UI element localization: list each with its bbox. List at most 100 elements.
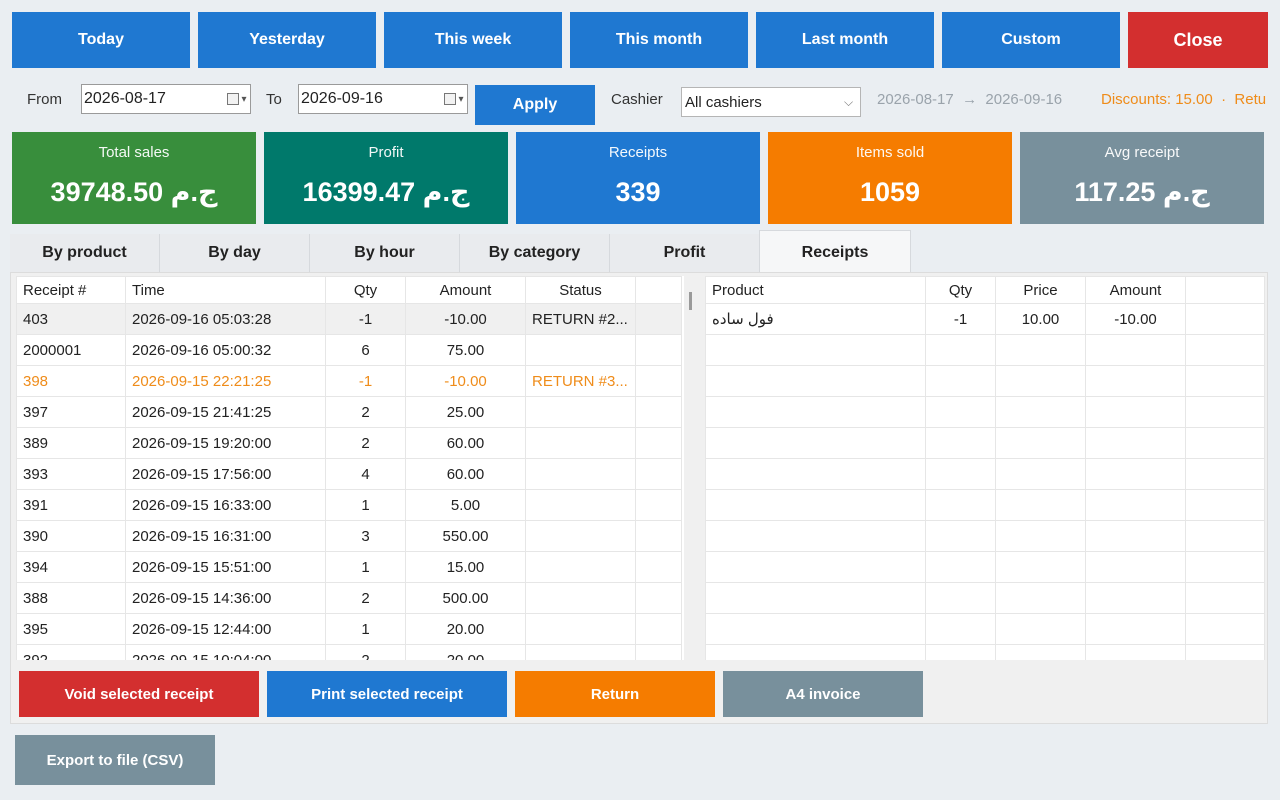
empty-cell	[925, 520, 996, 552]
col-product[interactable]: Product	[705, 276, 926, 304]
table-row[interactable]: 389 2026-09-15 19:20:00 2 60.00	[16, 427, 682, 459]
tab-profit[interactable]: Profit	[610, 234, 760, 272]
cell-receipt-number: 403	[16, 303, 126, 335]
export-csv-button[interactable]: Export to file (CSV)	[15, 735, 215, 785]
tab-by-category[interactable]: By category	[460, 234, 610, 272]
empty-cell	[1085, 644, 1186, 660]
table-row[interactable]: 395 2026-09-15 12:44:00 1 20.00	[16, 613, 682, 645]
kpi-title: Total sales	[98, 144, 170, 161]
tab-receipts[interactable]: Receipts	[759, 230, 911, 274]
empty-cell	[705, 582, 926, 614]
table-row[interactable]: 398 2026-09-15 22:21:25 -1 -10.00 RETURN #3.…	[16, 365, 682, 397]
empty-cell	[705, 427, 926, 459]
print-receipt-button[interactable]: Print selected receipt	[267, 671, 507, 717]
empty-cell	[1085, 551, 1186, 583]
cell-time: 2026-09-15 15:51:00	[125, 551, 326, 583]
cashier-select[interactable]: All cashiers ⌵	[681, 87, 861, 117]
cell-status	[525, 520, 636, 552]
to-date-picker[interactable]: 2026-09-16 ▾	[298, 84, 468, 114]
empty-row	[705, 551, 1265, 583]
this-month-button[interactable]: This month	[570, 12, 748, 68]
kpi-value: 339	[615, 177, 661, 207]
empty-cell	[995, 582, 1086, 614]
return-button[interactable]: Return	[515, 671, 715, 717]
table-row[interactable]: 392 2026-09-15 10:04:00 2 20.00	[16, 644, 682, 660]
calendar-icon[interactable]: ▾	[441, 85, 467, 113]
cell-amount: 60.00	[405, 427, 526, 459]
today-button[interactable]: Today	[12, 12, 190, 68]
col-receipt-number[interactable]: Receipt #	[16, 276, 126, 304]
table-row[interactable]: 388 2026-09-15 14:36:00 2 500.00	[16, 582, 682, 614]
cell-qty: 2	[325, 396, 406, 428]
cell-time: 2026-09-16 05:03:28	[125, 303, 326, 335]
empty-cell	[925, 582, 996, 614]
empty-row	[705, 365, 1265, 397]
from-date-picker[interactable]: 2026-08-17 ▾	[81, 84, 251, 114]
tab-by-day[interactable]: By day	[160, 234, 310, 272]
empty-row	[705, 458, 1265, 490]
cell-time: 2026-09-15 21:41:25	[125, 396, 326, 428]
empty-cell	[995, 644, 1086, 660]
empty-cell	[995, 489, 1086, 521]
cell-time: 2026-09-15 17:56:00	[125, 458, 326, 490]
cell-status	[525, 489, 636, 521]
col-amount[interactable]: Amount	[1085, 276, 1186, 304]
cashier-label: Cashier	[611, 91, 663, 108]
empty-cell	[1085, 334, 1186, 366]
col-time[interactable]: Time	[125, 276, 326, 304]
col-qty[interactable]: Qty	[925, 276, 996, 304]
kpi-title: Profit	[368, 144, 404, 161]
yesterday-button[interactable]: Yesterday	[198, 12, 376, 68]
empty-cell	[1185, 427, 1265, 459]
cell-product: فول ساده	[705, 303, 926, 335]
a4-invoice-button[interactable]: A4 invoice	[723, 671, 923, 717]
table-row[interactable]: 2000001 2026-09-16 05:00:32 6 75.00	[16, 334, 682, 366]
kpi-title: Items sold	[855, 144, 925, 161]
table-row[interactable]: 403 2026-09-16 05:03:28 -1 -10.00 RETURN #2.…	[16, 303, 682, 335]
empty-cell	[1085, 396, 1186, 428]
cell-filler	[635, 396, 682, 428]
cell-price: 10.00	[995, 303, 1086, 335]
cell-amount: 500.00	[405, 582, 526, 614]
from-label: From	[27, 91, 62, 108]
table-row[interactable]: 394 2026-09-15 15:51:00 1 15.00	[16, 551, 682, 583]
cell-qty: 3	[325, 520, 406, 552]
tab-by-hour[interactable]: By hour	[310, 234, 460, 272]
col-qty[interactable]: Qty	[325, 276, 406, 304]
tab-by-product[interactable]: By product	[10, 234, 160, 272]
col-status[interactable]: Status	[525, 276, 636, 304]
empty-cell	[1085, 458, 1186, 490]
col-amount[interactable]: Amount	[405, 276, 526, 304]
calendar-icon[interactable]: ▾	[224, 85, 250, 113]
empty-cell	[925, 644, 996, 660]
receipt-items-table[interactable]: Product Qty Price Amount فول ساده -1 10.00…	[705, 276, 1265, 660]
empty-cell	[925, 427, 996, 459]
receipts-table[interactable]: Receipt # Time Qty Amount Status 403 2026…	[16, 276, 684, 660]
cell-qty: -1	[325, 365, 406, 397]
empty-row	[705, 489, 1265, 521]
cell-time: 2026-09-15 19:20:00	[125, 427, 326, 459]
custom-button[interactable]: Custom	[942, 12, 1120, 68]
table-row[interactable]: 393 2026-09-15 17:56:00 4 60.00	[16, 458, 682, 490]
this-week-button[interactable]: This week	[384, 12, 562, 68]
close-button[interactable]: Close	[1128, 12, 1268, 68]
empty-cell	[1085, 489, 1186, 521]
empty-cell	[705, 458, 926, 490]
apply-button[interactable]: Apply	[475, 85, 595, 125]
kpi-value: ج.م 16399.47	[302, 177, 470, 207]
table-row[interactable]: 390 2026-09-15 16:31:00 3 550.00	[16, 520, 682, 552]
table-row[interactable]: فول ساده -1 10.00 -10.00	[705, 303, 1265, 335]
empty-cell	[925, 365, 996, 397]
empty-cell	[1185, 551, 1265, 583]
cell-amount: -10.00	[405, 303, 526, 335]
cell-filler	[635, 303, 682, 335]
col-price[interactable]: Price	[995, 276, 1086, 304]
table-row[interactable]: 397 2026-09-15 21:41:25 2 25.00	[16, 396, 682, 428]
splitter-handle[interactable]	[689, 292, 692, 310]
last-month-button[interactable]: Last month	[756, 12, 934, 68]
table-row[interactable]: 391 2026-09-15 16:33:00 1 5.00	[16, 489, 682, 521]
kpi-value: ج.م 117.25	[1074, 177, 1210, 207]
empty-cell	[705, 334, 926, 366]
void-receipt-button[interactable]: Void selected receipt	[19, 671, 259, 717]
empty-cell	[925, 489, 996, 521]
